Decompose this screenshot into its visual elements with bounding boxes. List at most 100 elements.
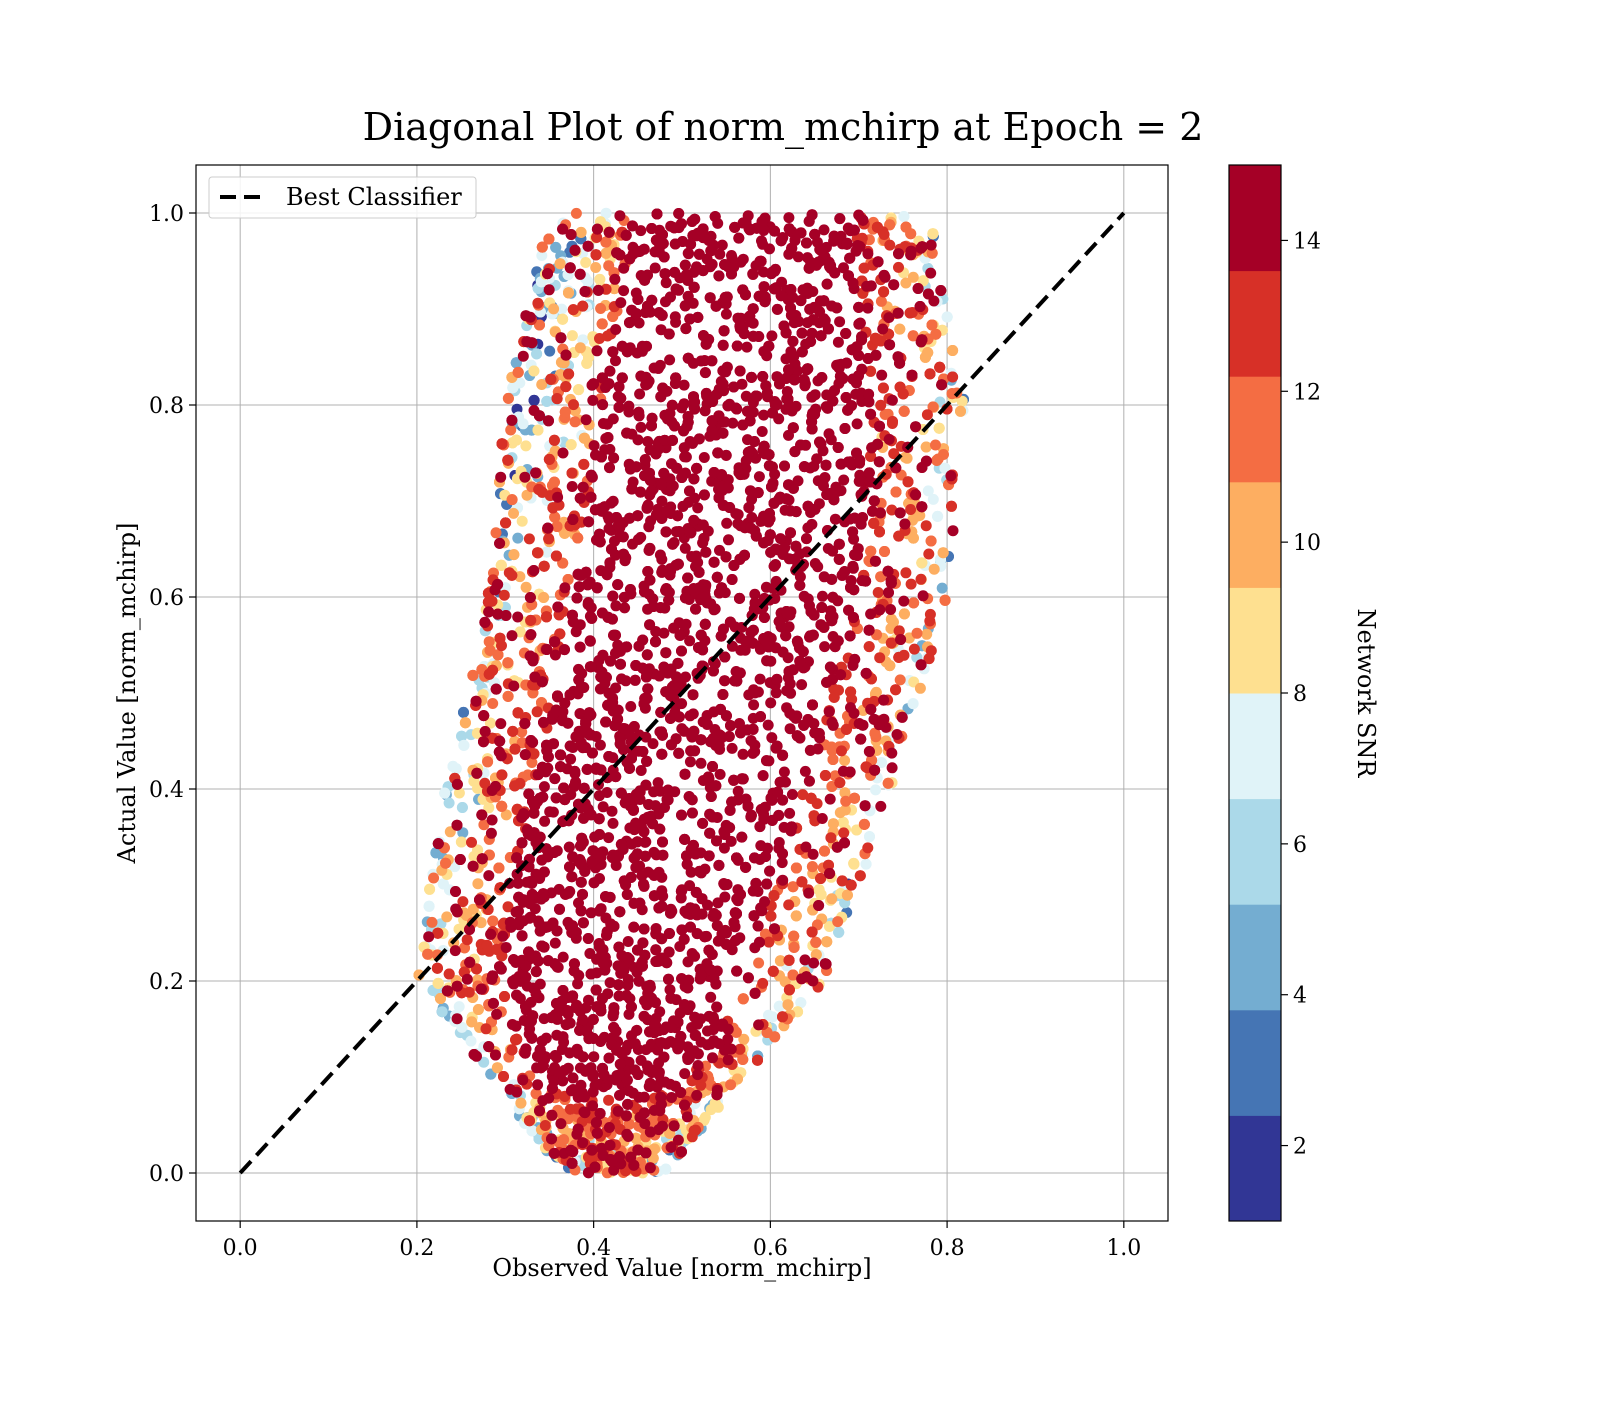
scatter-point: [777, 1011, 788, 1022]
scatter-point: [666, 1142, 677, 1153]
scatter-point: [870, 784, 881, 795]
scatter-point: [893, 652, 904, 663]
scatter-point: [433, 978, 444, 989]
scatter-point: [803, 888, 814, 899]
scatter-point: [921, 442, 932, 453]
scatter-point: [846, 880, 857, 891]
scatter-point: [427, 917, 438, 928]
scatter-point: [934, 362, 945, 373]
scatter-point: [940, 595, 951, 606]
scatter-point: [544, 454, 555, 465]
scatter-point: [570, 416, 581, 427]
scatter-point: [876, 370, 887, 381]
scatter-point: [908, 698, 919, 709]
scatter-point: [549, 435, 560, 446]
scatter-point: [834, 777, 845, 788]
scatter-point: [921, 520, 932, 531]
scatter-point: [590, 262, 601, 273]
scatter-point: [563, 287, 574, 298]
scatter-point: [594, 274, 605, 285]
scatter-point: [499, 991, 510, 1002]
scatter-point: [533, 484, 544, 495]
scatter-point: [491, 527, 502, 538]
scatter-point: [852, 418, 863, 429]
scatter-point: [681, 619, 692, 630]
scatter-point: [921, 629, 932, 640]
scatter-point: [926, 536, 937, 547]
scatter-point: [864, 641, 875, 652]
scatter-point: [460, 717, 471, 728]
scatter-point: [817, 591, 828, 602]
scatter-point: [898, 596, 909, 607]
scatter-point: [931, 455, 942, 466]
scatter-point: [462, 934, 473, 945]
scatter-point: [898, 211, 909, 222]
scatter-point: [789, 942, 800, 953]
scatter-point: [800, 842, 811, 853]
scatter-point: [467, 670, 478, 681]
scatter-point: [955, 406, 966, 417]
scatter-point: [614, 1090, 625, 1101]
scatter-point: [692, 1069, 703, 1080]
scatter-point: [566, 439, 577, 450]
scatter-point: [558, 448, 569, 459]
scatter-point: [587, 395, 598, 406]
scatter-point: [518, 351, 529, 362]
scatter-point: [454, 1001, 465, 1012]
scatter-point: [532, 298, 543, 309]
scatter-point: [519, 472, 530, 483]
scatter-point: [623, 936, 634, 947]
scatter-point: [791, 863, 802, 874]
scatter-point: [598, 801, 609, 812]
scatter-point: [441, 911, 452, 922]
scatter-point: [487, 815, 498, 826]
scatter-point: [499, 590, 510, 601]
scatter-point: [555, 1118, 566, 1129]
scatter-point: [670, 311, 681, 322]
scatter-point: [487, 916, 498, 927]
scatter-point: [849, 793, 860, 804]
scatter-point: [634, 389, 645, 400]
scatter-point: [428, 873, 439, 884]
scatter-point: [887, 762, 898, 773]
scatter-point: [784, 984, 795, 995]
scatter-point: [689, 1125, 700, 1136]
scatter-point: [727, 743, 738, 754]
scatter-point: [623, 407, 634, 418]
scatter-point: [912, 628, 923, 639]
scatter-point: [525, 615, 536, 626]
scatter-point: [567, 481, 578, 492]
scatter-point: [521, 582, 532, 593]
scatter-point: [873, 587, 884, 598]
scatter-point: [753, 1019, 764, 1030]
scatter-point: [721, 309, 732, 320]
scatter-point: [848, 858, 859, 869]
scatter-point: [560, 407, 571, 418]
scatter-point: [608, 818, 619, 829]
scatter-point: [636, 422, 647, 433]
scatter-point: [757, 978, 768, 989]
scatter-point: [738, 993, 749, 1004]
scatter-point: [610, 600, 621, 611]
scatter-point: [645, 1162, 656, 1173]
scatter-point: [765, 697, 776, 708]
scatter-point: [576, 227, 587, 238]
scatter-point: [806, 793, 817, 804]
scatter-point: [539, 781, 550, 792]
scatter-point: [524, 533, 535, 544]
scatter-point: [707, 1052, 718, 1063]
scatter-point: [541, 396, 552, 407]
scatter-point: [512, 533, 523, 544]
scatter-point: [539, 561, 550, 572]
scatter-point: [618, 285, 629, 296]
scatter-point: [948, 525, 959, 536]
scatter-point: [930, 440, 941, 451]
scatter-point: [934, 423, 945, 434]
scatter-point: [549, 477, 560, 488]
scatter-point: [816, 889, 827, 900]
scatter-point: [664, 354, 675, 365]
scatter-point: [900, 278, 911, 289]
scatter-point: [842, 890, 853, 901]
scatter-point: [585, 635, 596, 646]
